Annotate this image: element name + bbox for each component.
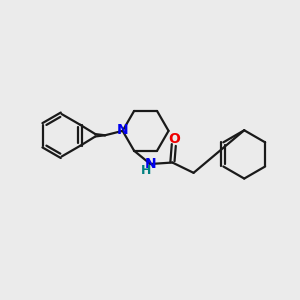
Text: N: N: [145, 157, 157, 171]
Text: N: N: [117, 123, 128, 137]
Text: O: O: [169, 132, 180, 146]
Text: H: H: [140, 164, 151, 177]
